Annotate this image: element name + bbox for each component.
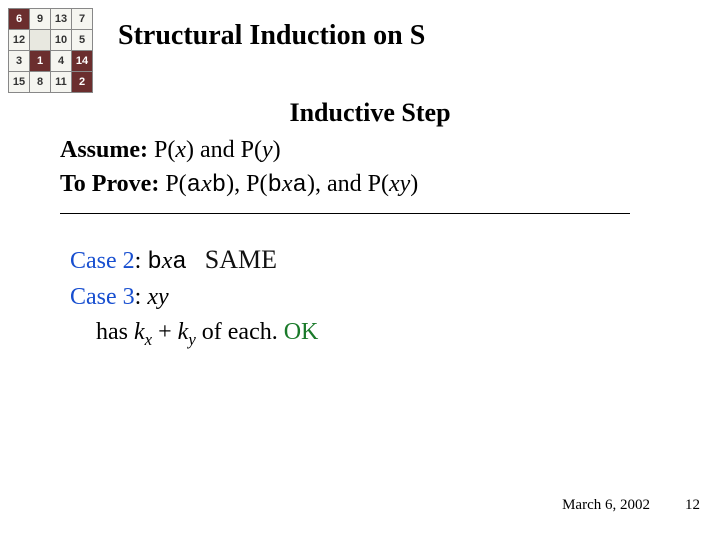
puzzle-cell: 12 bbox=[9, 30, 30, 51]
text: ) bbox=[410, 171, 418, 197]
case-3-line: Case 3: xy bbox=[70, 281, 680, 313]
var-xy: xy bbox=[389, 171, 410, 197]
text: ) and P( bbox=[186, 137, 262, 163]
divider bbox=[60, 213, 630, 214]
content-block: Inductive Step Assume: P(x) and P(y) To … bbox=[60, 95, 680, 353]
var-xy: xy bbox=[147, 284, 168, 310]
var-x: x bbox=[282, 171, 293, 197]
text: + bbox=[152, 319, 178, 345]
var-y: y bbox=[262, 137, 273, 163]
puzzle-cell: 5 bbox=[72, 30, 93, 51]
footer-date: March 6, 2002 bbox=[562, 497, 650, 514]
text: : bbox=[135, 248, 148, 274]
case-label: Case 3 bbox=[70, 284, 135, 310]
text: has bbox=[96, 319, 134, 345]
text: P( bbox=[246, 171, 267, 197]
code-b: b bbox=[212, 172, 226, 199]
puzzle-grid: 691371210531414158112 bbox=[8, 8, 93, 93]
code-b: b bbox=[267, 172, 281, 199]
code-a: a bbox=[172, 249, 186, 276]
var-k: k bbox=[178, 319, 189, 345]
toprove-line: To Prove: P(axb), P(bxa), and P(xy) bbox=[60, 168, 680, 202]
code-a: a bbox=[293, 172, 307, 199]
case-3-detail: has kx + ky of each. OK bbox=[96, 316, 680, 351]
text: of each. bbox=[196, 319, 284, 345]
gap bbox=[187, 248, 205, 274]
assume-line: Assume: P(x) and P(y) bbox=[60, 134, 680, 166]
puzzle-cell: 8 bbox=[30, 72, 51, 93]
var-x: x bbox=[201, 171, 212, 197]
text: ), and bbox=[307, 171, 368, 197]
text: ), bbox=[226, 171, 246, 197]
puzzle-cell: 1 bbox=[30, 51, 51, 72]
var-k: k bbox=[134, 319, 145, 345]
sub-y: y bbox=[188, 329, 195, 348]
text: : bbox=[135, 284, 148, 310]
text: P( bbox=[368, 171, 389, 197]
puzzle-cell: 11 bbox=[51, 72, 72, 93]
text: P( bbox=[159, 171, 186, 197]
assume-label: Assume: bbox=[60, 137, 148, 163]
toprove-label: To Prove: bbox=[60, 171, 159, 197]
var-x: x bbox=[162, 248, 173, 274]
puzzle-cell: 14 bbox=[72, 51, 93, 72]
puzzle-cell: 4 bbox=[51, 51, 72, 72]
puzzle-cell: 9 bbox=[30, 9, 51, 30]
puzzle-cell: 7 bbox=[72, 9, 93, 30]
puzzle-cell: 15 bbox=[9, 72, 30, 93]
text: ) bbox=[273, 137, 281, 163]
same-text: SAME bbox=[205, 245, 277, 274]
footer-page-number: 12 bbox=[685, 497, 700, 514]
puzzle-cell: 3 bbox=[9, 51, 30, 72]
page-title: Structural Induction on S bbox=[118, 20, 425, 52]
case-label: Case 2 bbox=[70, 248, 135, 274]
cases-block: Case 2: bxa SAME Case 3: xy has kx + ky … bbox=[70, 242, 680, 351]
text: P( bbox=[148, 137, 175, 163]
var-x: x bbox=[175, 137, 186, 163]
puzzle-cell: 10 bbox=[51, 30, 72, 51]
ok-text: OK bbox=[284, 319, 319, 345]
code-a: a bbox=[187, 172, 201, 199]
puzzle-cell: 6 bbox=[9, 9, 30, 30]
case-2-line: Case 2: bxa SAME bbox=[70, 242, 680, 279]
subheading: Inductive Step bbox=[60, 95, 680, 130]
puzzle-cell bbox=[30, 30, 51, 51]
code-b: b bbox=[147, 249, 161, 276]
sub-x: x bbox=[145, 329, 152, 348]
puzzle-cell: 13 bbox=[51, 9, 72, 30]
puzzle-cell: 2 bbox=[72, 72, 93, 93]
